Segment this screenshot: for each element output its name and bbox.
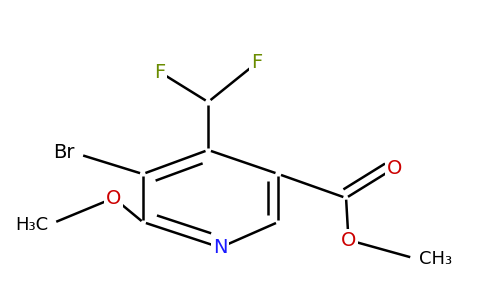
Text: N: N	[213, 238, 227, 257]
Text: Br: Br	[54, 143, 75, 163]
Text: O: O	[106, 188, 121, 208]
Text: F: F	[251, 53, 262, 73]
Text: O: O	[341, 230, 356, 250]
Text: CH₃: CH₃	[419, 250, 452, 268]
Text: H₃C: H₃C	[15, 216, 48, 234]
Text: F: F	[154, 62, 166, 82]
Text: O: O	[387, 158, 402, 178]
